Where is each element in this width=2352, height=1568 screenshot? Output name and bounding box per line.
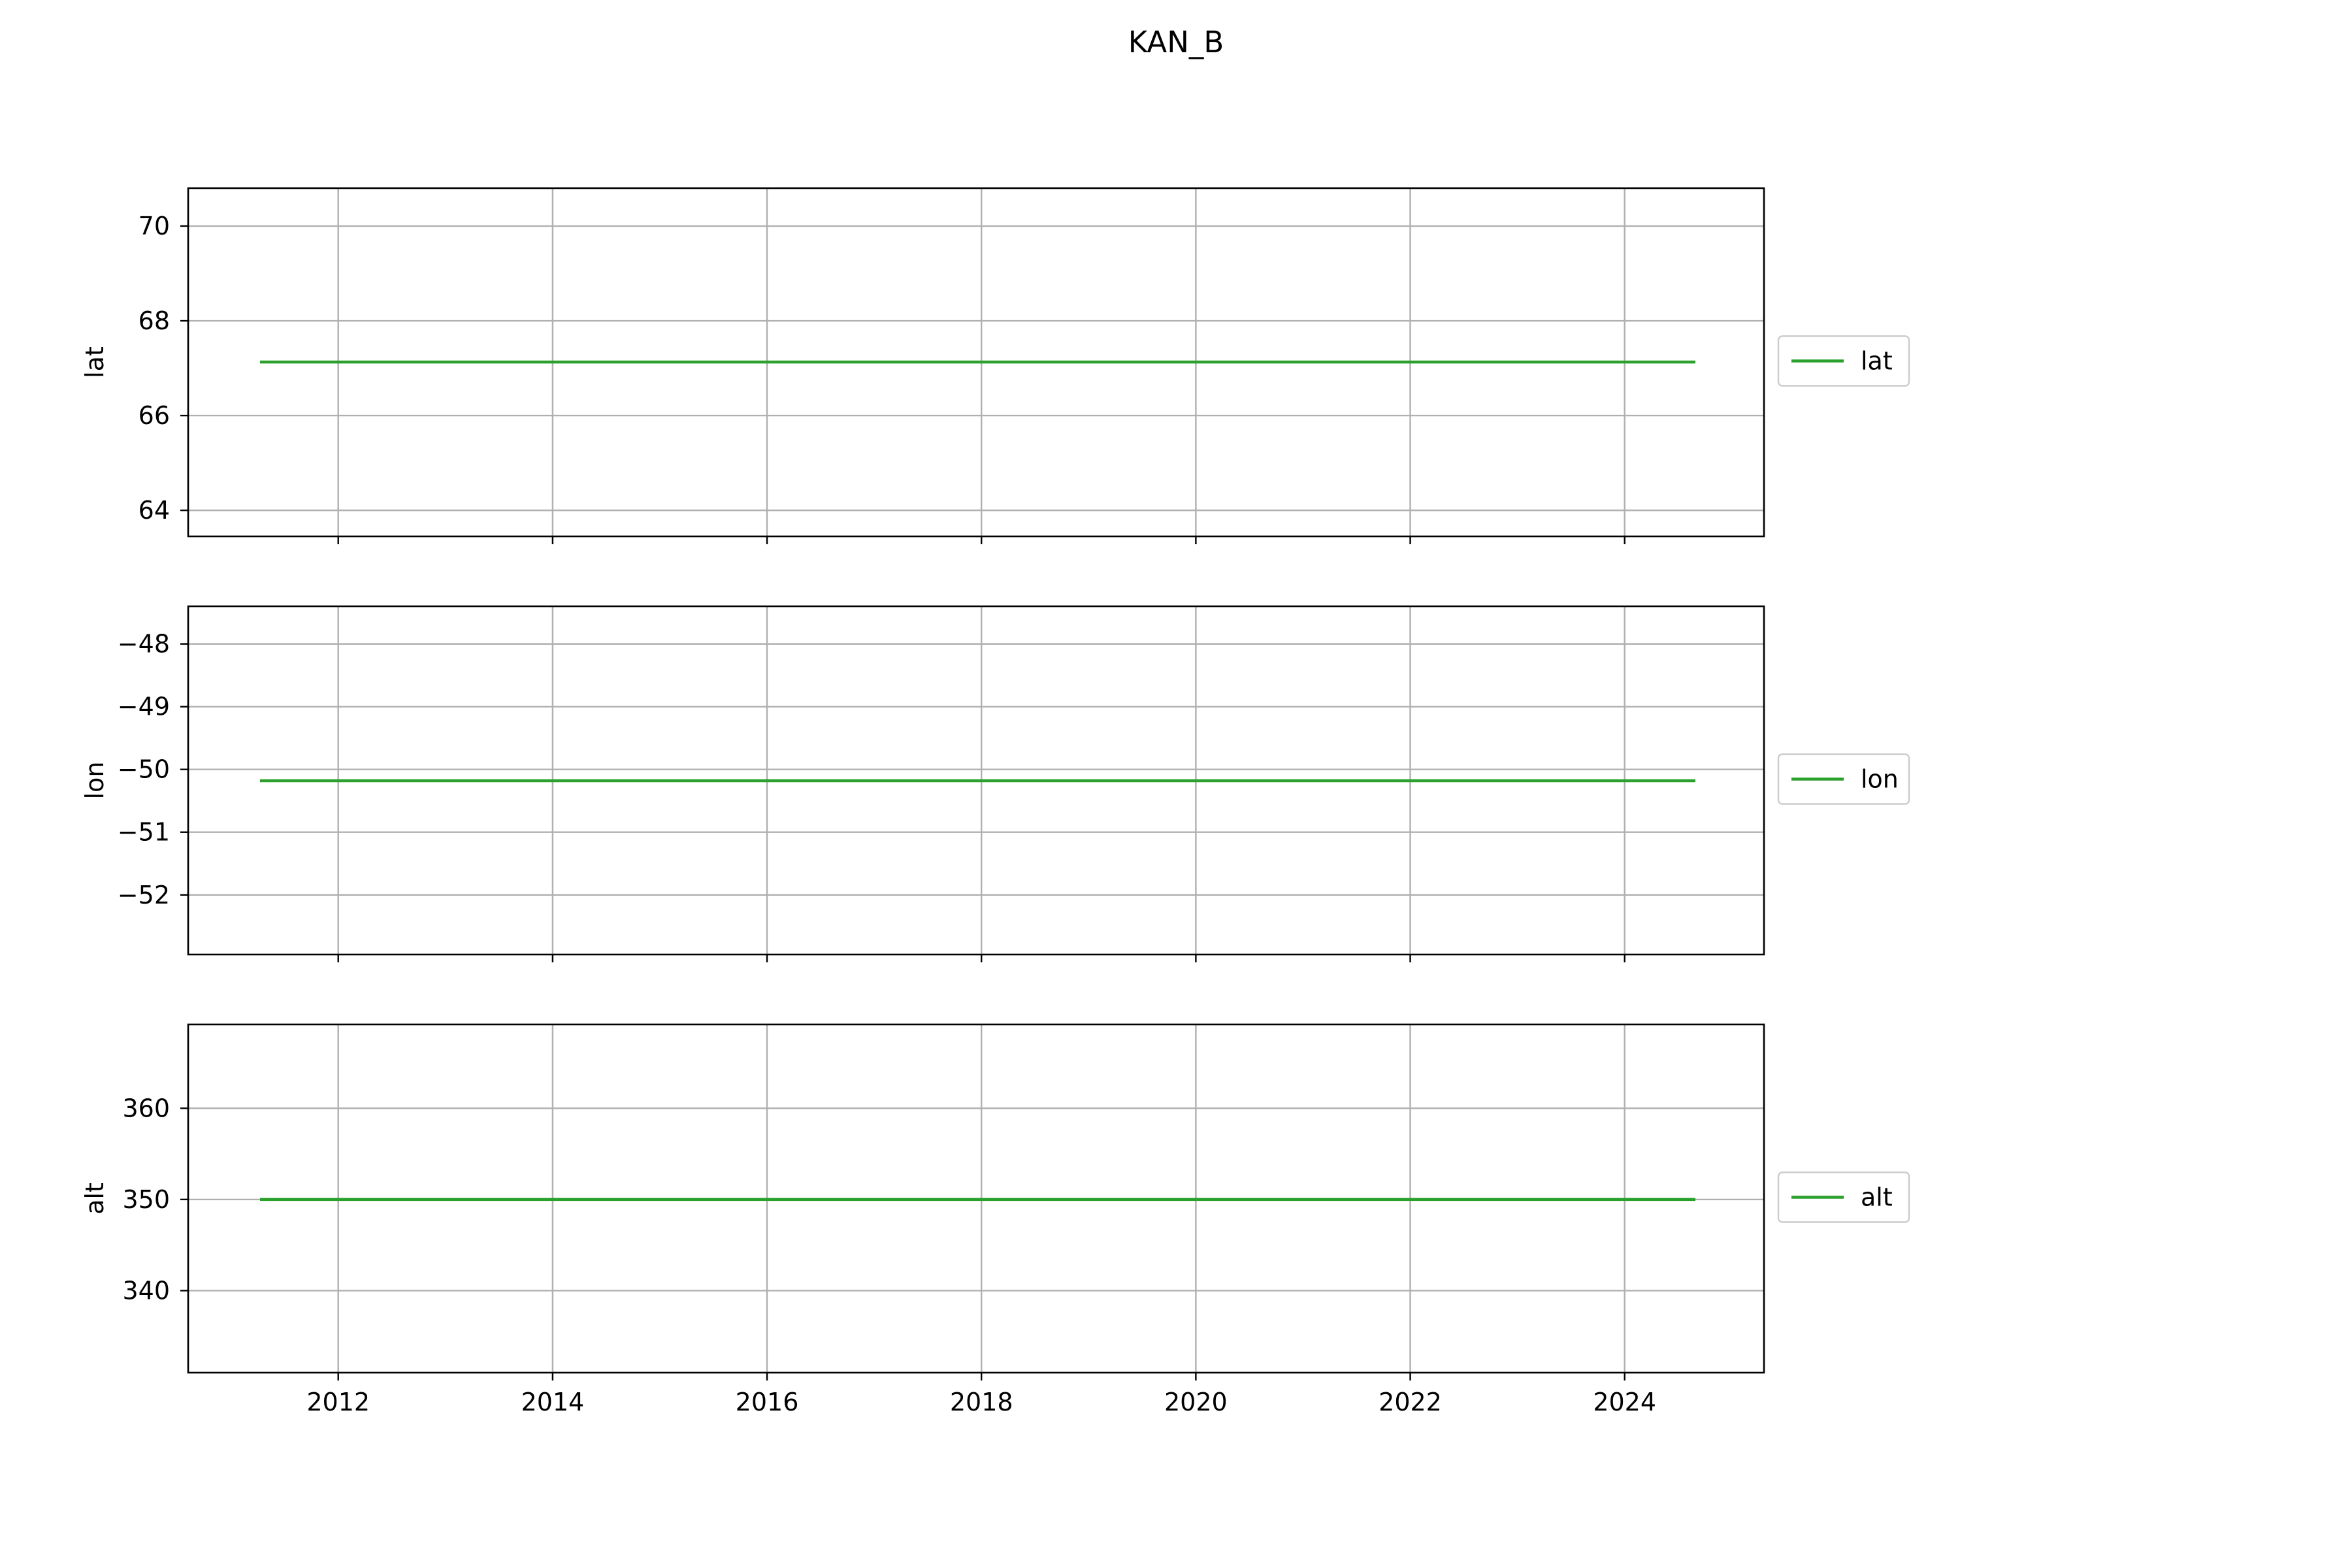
subplot-alt: 2012 2014 2016 2018 2020 2022 2024 340 350 360 alt… (80, 1023, 1910, 1416)
x-tick-label: 2012 (306, 1388, 370, 1416)
y-tick-label: −49 (118, 693, 170, 721)
y-tick-label: −51 (118, 818, 170, 847)
subplot-lat: 64 66 68 70 lat lat (80, 187, 1910, 544)
y-tick-label: 350 (122, 1185, 170, 1214)
axes-frame (187, 1023, 1765, 1374)
axes-frame (187, 605, 1765, 956)
axes-frame (187, 187, 1765, 538)
subplot-lon: −52 −51 −50 −49 −48 lon lon (80, 605, 1910, 962)
legend-label: alt (1861, 1183, 1893, 1212)
y-axis-label: lat (80, 346, 109, 378)
y-tick-label: 70 (139, 212, 170, 240)
y-axis-label: lon (80, 762, 109, 800)
figure-title: KAN_B (1128, 25, 1224, 59)
y-tick-label: 68 (139, 306, 170, 335)
y-tick-label: 64 (139, 496, 170, 525)
y-tick-label: 340 (122, 1276, 170, 1305)
legend-lon: lon (1777, 753, 1910, 805)
x-tick-label: 2014 (521, 1388, 585, 1416)
x-tick-label: 2024 (1593, 1388, 1656, 1416)
y-tick-label: 66 (139, 401, 170, 430)
y-tick-label: −52 (118, 881, 170, 909)
y-axis-label: alt (80, 1183, 109, 1215)
legend-alt: alt (1777, 1171, 1910, 1223)
y-tick-label: −48 (118, 630, 170, 659)
legend-lat: lat (1777, 335, 1910, 387)
x-tick-label: 2022 (1379, 1388, 1442, 1416)
legend-label: lon (1861, 765, 1899, 794)
x-tick-label: 2020 (1164, 1388, 1228, 1416)
x-tick-label: 2018 (950, 1388, 1013, 1416)
y-tick-label: −50 (118, 755, 170, 784)
legend-label: lat (1861, 347, 1893, 376)
y-tick-label: 360 (122, 1094, 170, 1122)
x-tick-label: 2016 (736, 1388, 799, 1416)
